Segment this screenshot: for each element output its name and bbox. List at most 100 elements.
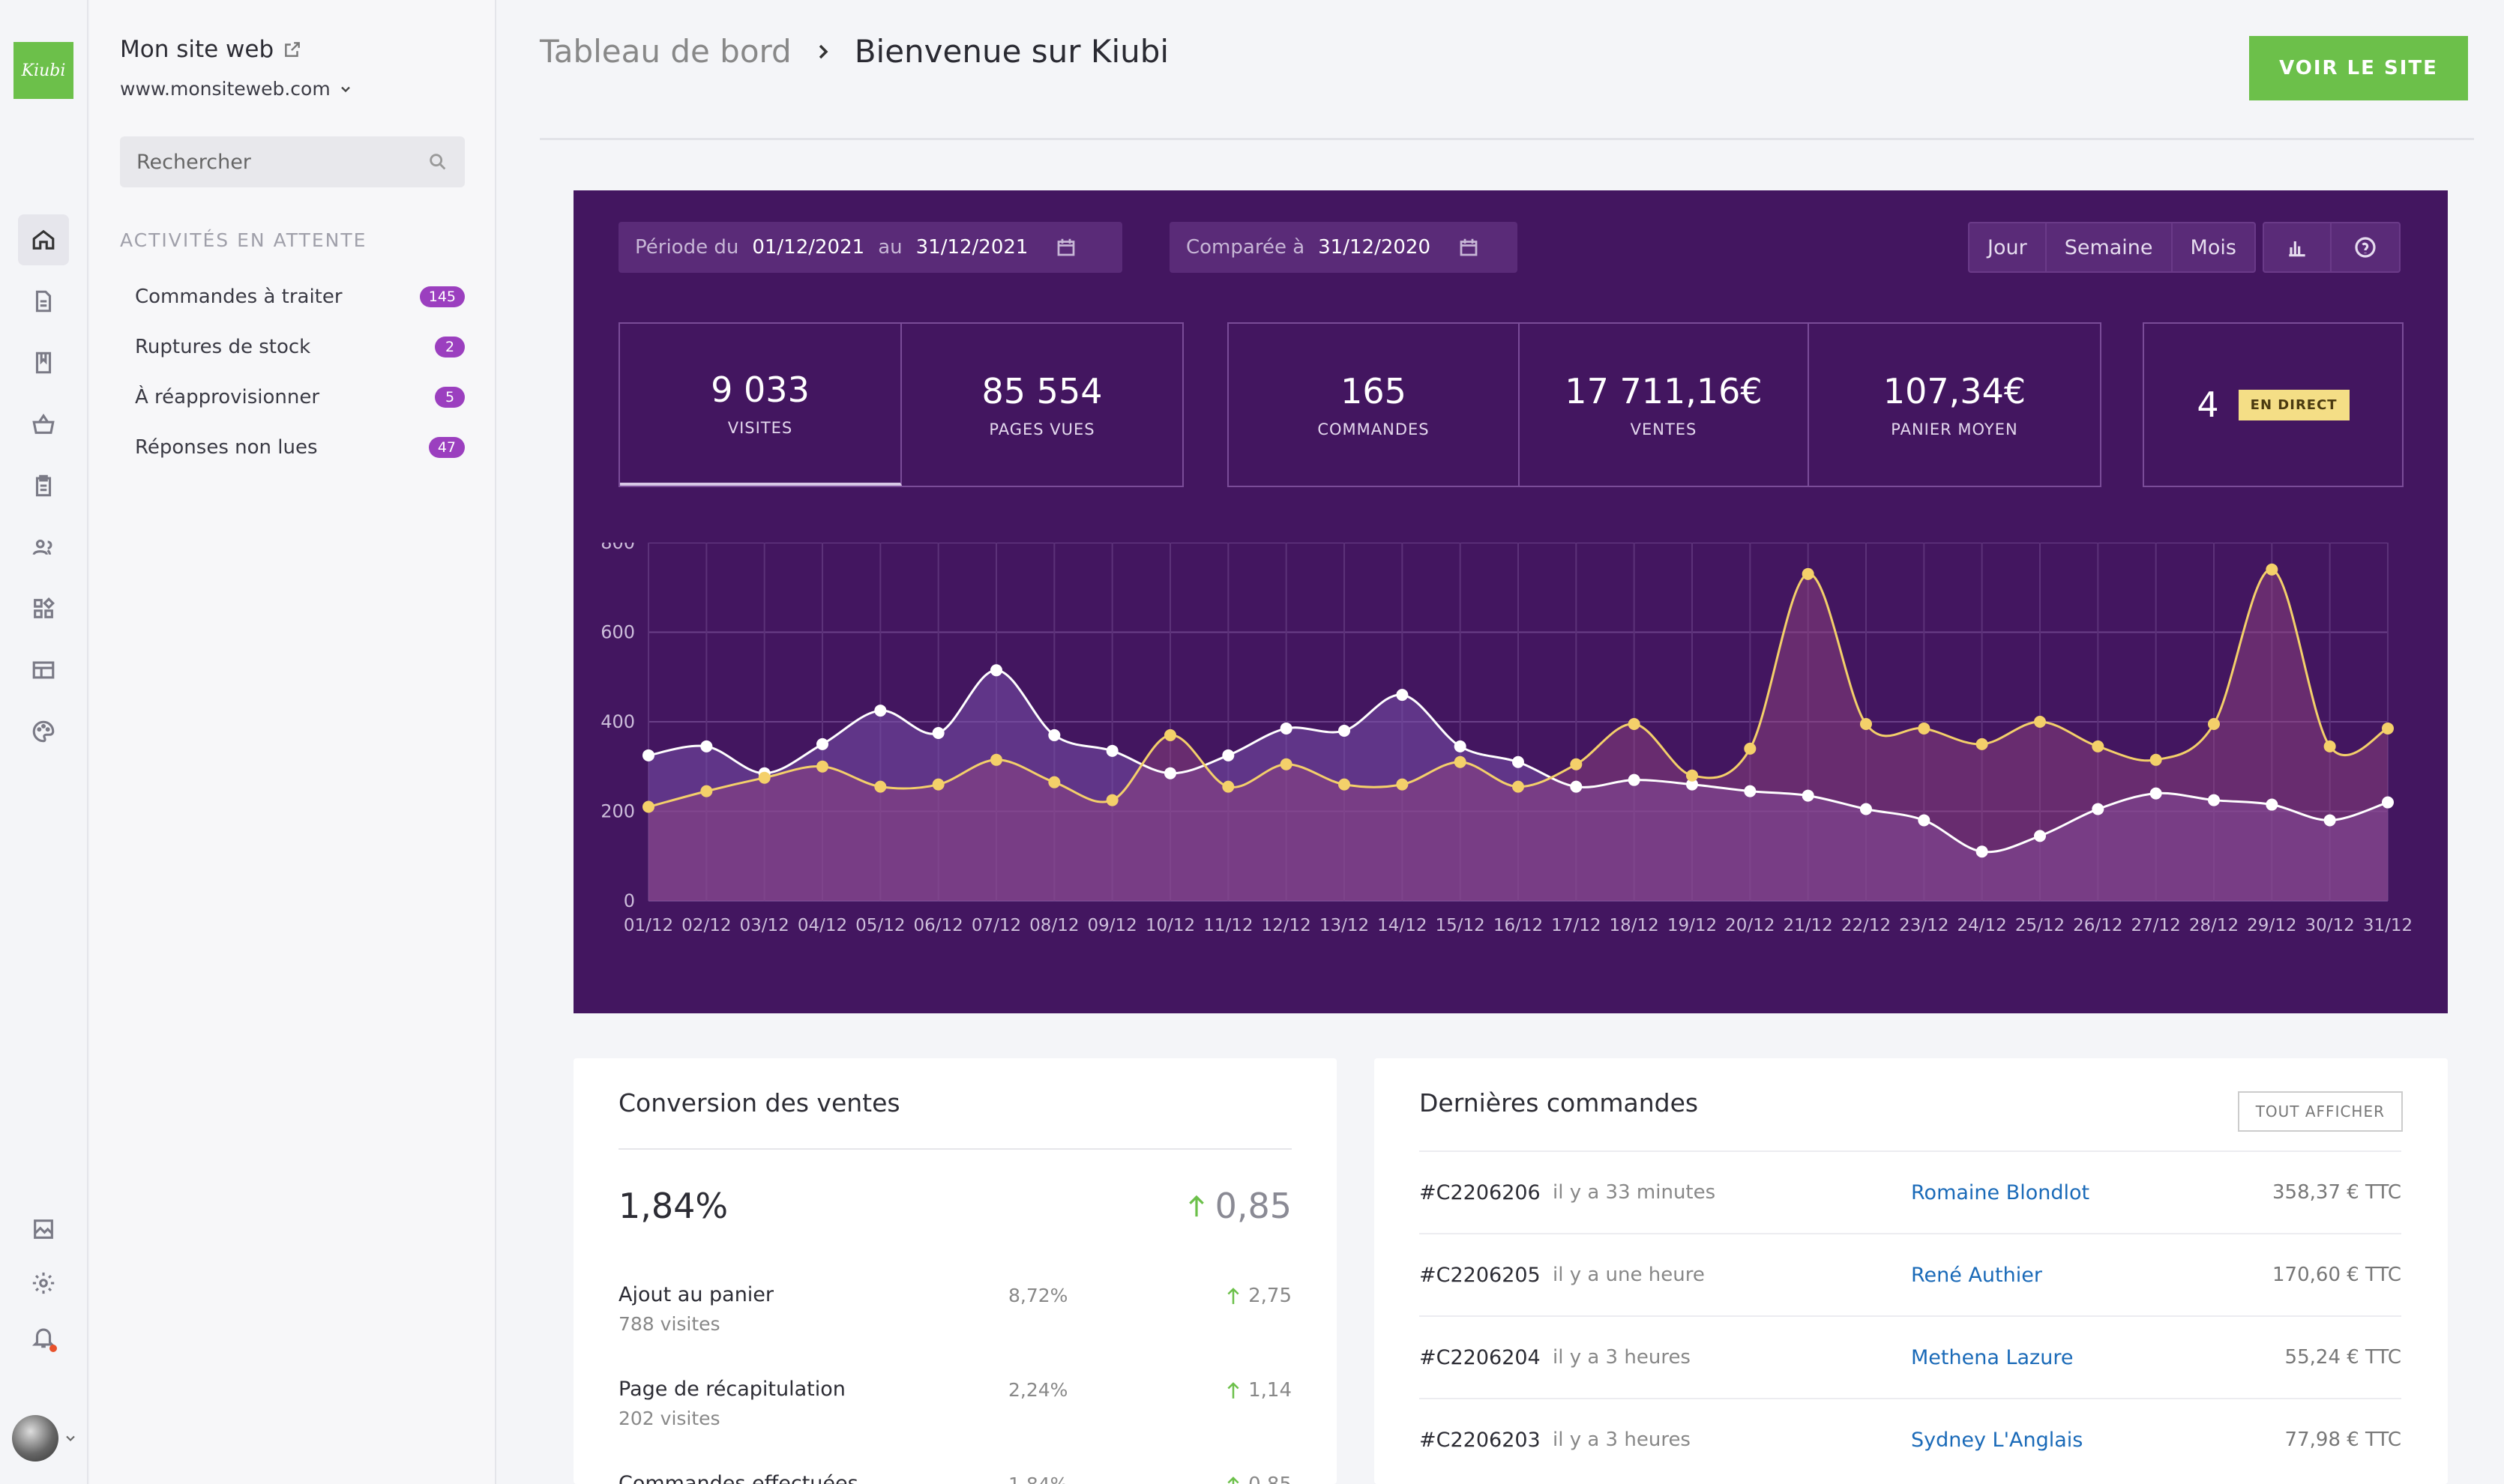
data-point [1164, 729, 1176, 741]
search-icon[interactable] [427, 151, 448, 172]
x-tick-label: 05/12 [855, 916, 905, 935]
x-tick-label: 06/12 [914, 916, 963, 935]
data-point [1744, 742, 1757, 755]
data-point [1628, 717, 1640, 730]
show-all-orders-button[interactable]: TOUT AFFICHER [2237, 1091, 2403, 1132]
conversion-row: Commandes effectuées 1,84% 0,85 [619, 1472, 1292, 1484]
period-filter[interactable]: Période du 01/12/2021 au 31/12/2021 [619, 222, 1122, 273]
user-menu[interactable] [12, 1415, 78, 1462]
x-tick-label: 12/12 [1262, 916, 1311, 935]
chevron-down-icon [340, 86, 350, 92]
live-kpi[interactable]: 4 EN DIRECT [2143, 322, 2404, 487]
data-point [1106, 794, 1119, 806]
site-selector[interactable]: www.monsiteweb.com [120, 78, 353, 100]
pending-item-replies[interactable]: Réponses non lues 47 [135, 432, 465, 462]
page-title: Bienvenue sur Kiubi [854, 33, 1170, 70]
data-point [1860, 803, 1872, 815]
breadcrumb-parent[interactable]: Tableau de bord [540, 33, 792, 70]
x-tick-label: 26/12 [2073, 916, 2122, 935]
data-point [642, 749, 654, 761]
x-tick-label: 04/12 [798, 916, 847, 935]
x-tick-label: 03/12 [740, 916, 789, 935]
data-point [1048, 776, 1061, 788]
avatar [12, 1415, 58, 1462]
home-icon[interactable] [18, 214, 69, 265]
data-point [2034, 716, 2046, 728]
data-point [2092, 740, 2104, 752]
period-from[interactable]: 01/12/2021 [752, 236, 865, 259]
pending-item-orders[interactable]: Commandes à traiter 145 [135, 282, 465, 312]
data-point [1164, 767, 1176, 779]
kpi-pageviews[interactable]: 85 554 PAGES VUES [981, 371, 1103, 438]
period-label: Période du [635, 236, 739, 259]
order-row[interactable]: #C2206205 il y a une heure René Authier … [1419, 1233, 2401, 1315]
x-tick-label: 20/12 [1725, 916, 1775, 935]
live-badge: EN DIRECT [2238, 389, 2350, 420]
layout-icon[interactable] [18, 645, 69, 696]
x-tick-label: 01/12 [624, 916, 673, 935]
y-tick-label: 600 [601, 622, 635, 643]
kpi-orders[interactable]: 165 COMMANDES [1229, 324, 1520, 486]
x-tick-label: 08/12 [1029, 916, 1079, 935]
period-to[interactable]: 31/12/2021 [915, 236, 1029, 259]
data-point [2266, 798, 2278, 811]
site-title[interactable]: Mon site web [120, 36, 302, 63]
widgets-icon[interactable] [18, 583, 69, 634]
calendar-icon[interactable] [1055, 236, 1077, 259]
data-point [700, 785, 713, 797]
granularity-week[interactable]: Semaine [2047, 223, 2173, 271]
kpi-sales[interactable]: 17 711,16€ VENTES [1520, 324, 1809, 486]
granularity-day[interactable]: Jour [1969, 223, 2047, 271]
y-tick-label: 400 [601, 711, 635, 732]
kpi-visits[interactable]: 9 033 VISITES [620, 324, 902, 486]
help-button[interactable] [2332, 223, 2399, 271]
media-icon[interactable] [18, 1204, 69, 1255]
data-point [1860, 717, 1872, 730]
compare-date[interactable]: 31/12/2020 [1318, 236, 1430, 259]
count-badge: 145 [419, 286, 465, 307]
data-point [1222, 749, 1235, 761]
chart-tools [2263, 222, 2401, 273]
granularity-month[interactable]: Mois [2173, 223, 2254, 271]
document-icon[interactable] [18, 276, 69, 327]
visits-chart: 0 200 400 600 800 01/12 02/12 03/12 04/12 05/12 06… [601, 543, 2413, 935]
x-tick-label: 09/12 [1088, 916, 1137, 935]
kiubi-logo[interactable]: Kiubi [13, 42, 73, 99]
palette-icon[interactable] [18, 706, 69, 757]
data-point [2149, 787, 2162, 800]
kpi-basket[interactable]: 107,34€ PANIER MOYEN [1882, 371, 2026, 438]
order-row[interactable]: #C2206203 il y a 3 heures Sydney L'Angla… [1419, 1398, 2401, 1480]
visit-site-button[interactable]: VOIR LE SITE [2249, 36, 2468, 100]
users-icon[interactable] [18, 522, 69, 573]
search-input[interactable] [136, 150, 427, 174]
conversion-row: Page de récapitulation 202 visites 2,24%… [619, 1378, 1292, 1429]
data-point [1975, 845, 1988, 858]
data-point [2034, 830, 2046, 842]
period-to-label: au [878, 236, 903, 259]
data-point [932, 726, 945, 739]
basket-icon[interactable] [18, 399, 69, 450]
data-point [1454, 755, 1466, 768]
arrow-up-icon [1188, 1195, 1204, 1217]
x-tick-label: 23/12 [1899, 916, 1948, 935]
pending-item-restock[interactable]: À réapprovisionner 5 [135, 382, 465, 412]
calendar-icon[interactable] [1457, 236, 1480, 259]
conversion-title: Conversion des ventes [619, 1088, 900, 1117]
x-tick-label: 19/12 [1667, 916, 1717, 935]
pending-item-stockouts[interactable]: Ruptures de stock 2 [135, 332, 465, 362]
clipboard-icon[interactable] [18, 460, 69, 511]
order-row[interactable]: #C2206206 il y a 33 minutes Romaine Blon… [1419, 1150, 2401, 1233]
x-tick-label: 25/12 [2015, 916, 2065, 935]
conversion-card: Conversion des ventes 1,84% 0,85 Ajout a… [574, 1058, 1337, 1484]
x-tick-label: 31/12 [2363, 916, 2413, 935]
orders-title: Dernières commandes [1419, 1088, 1699, 1117]
bar-chart-button[interactable] [2264, 223, 2332, 271]
order-row[interactable]: #C2206204 il y a 3 heures Methena Lazure… [1419, 1315, 2401, 1398]
compare-filter[interactable]: Comparée à 31/12/2020 [1170, 222, 1517, 273]
gear-icon[interactable] [18, 1258, 69, 1309]
bell-icon[interactable] [18, 1312, 69, 1363]
data-point [1396, 778, 1409, 791]
book-icon[interactable] [18, 337, 69, 388]
data-point [990, 664, 1002, 677]
x-tick-label: 17/12 [1551, 916, 1601, 935]
